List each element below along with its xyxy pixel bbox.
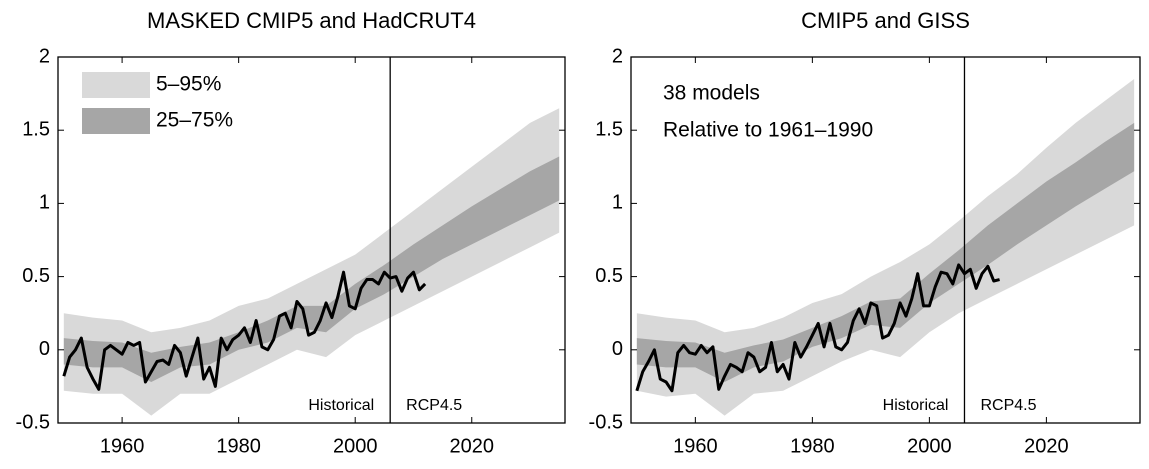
axes-box <box>57 56 566 424</box>
band <box>636 122 1135 383</box>
y-tick-label: 0 <box>39 338 50 360</box>
period-label: RCP4.5 <box>980 397 1036 414</box>
band <box>63 108 560 416</box>
chart-title: CMIP5 and GISS <box>801 8 970 33</box>
y-tick-label: 0 <box>612 338 623 360</box>
x-tick-label: 1960 <box>673 435 718 457</box>
x-tick-label: 1960 <box>100 435 145 457</box>
legend-swatch <box>82 108 150 134</box>
observed-line <box>635 263 1000 393</box>
y-tick-label: -0.5 <box>589 411 623 433</box>
x-tick-label: 2000 <box>333 435 378 457</box>
panel: Historical RCP4.5 -0.5 0 0.5 1 1.5 2 1960 1980 200… <box>589 8 1141 457</box>
chart-title: MASKED CMIP5 and HadCRUT4 <box>147 8 476 33</box>
x-tick-label: 2020 <box>450 435 495 457</box>
legend-swatch <box>82 72 150 98</box>
y-tick-label: 2 <box>39 45 50 67</box>
period-label: Historical <box>308 397 374 414</box>
band <box>636 78 1135 416</box>
y-tick-label: 1.5 <box>595 118 623 140</box>
legend-label: 5–95% <box>156 73 221 96</box>
y-tick-label: 2 <box>612 45 623 67</box>
annotation: 38 models <box>663 82 760 105</box>
y-tick-label: 1.5 <box>22 118 50 140</box>
y-tick-label: 0.5 <box>595 265 623 287</box>
annotation: Relative to 1961–1990 <box>663 119 873 142</box>
y-tick-label: 0.5 <box>22 265 50 287</box>
legend-label: 25–75% <box>156 109 233 132</box>
x-tick-label: 1980 <box>216 435 261 457</box>
panel: Historical RCP4.5 -0.5 0 0.5 1 1.5 2 1960 1980 200… <box>16 8 566 457</box>
y-tick-label: 1 <box>612 192 623 214</box>
plot-area <box>62 108 560 416</box>
x-tick-label: 2000 <box>907 435 952 457</box>
plot-area <box>635 78 1135 416</box>
x-tick-label: 1980 <box>790 435 835 457</box>
y-tick-label: 1 <box>39 192 50 214</box>
band <box>63 156 560 383</box>
observed-line <box>62 270 427 391</box>
period-label: Historical <box>883 397 949 414</box>
y-tick-label: -0.5 <box>16 411 50 433</box>
axes-box <box>630 56 1141 424</box>
x-tick-label: 2020 <box>1024 435 1069 457</box>
period-label: RCP4.5 <box>406 397 462 414</box>
